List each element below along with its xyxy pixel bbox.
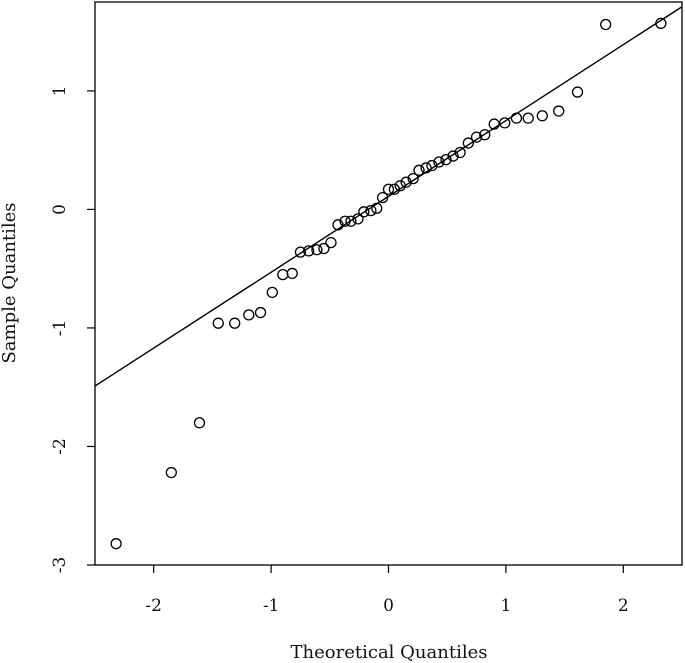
y-tick-label: -3 bbox=[50, 557, 70, 574]
data-point bbox=[243, 309, 255, 321]
data-points bbox=[110, 17, 667, 550]
data-point bbox=[488, 118, 500, 130]
y-axis: -3 -2 -1 0 1 bbox=[50, 85, 95, 573]
data-point bbox=[462, 137, 474, 149]
data-point bbox=[311, 244, 323, 256]
data-point bbox=[110, 538, 122, 550]
data-point bbox=[447, 150, 459, 162]
data-point bbox=[165, 466, 177, 479]
data-point bbox=[510, 112, 523, 124]
data-point bbox=[325, 236, 337, 249]
x-tick-label: 1 bbox=[500, 596, 511, 616]
data-point bbox=[420, 162, 432, 174]
data-point bbox=[277, 268, 289, 281]
data-point bbox=[318, 242, 330, 255]
data-point bbox=[345, 215, 357, 227]
reference-line bbox=[94, 6, 683, 387]
data-point bbox=[294, 246, 307, 258]
data-point bbox=[433, 156, 445, 168]
data-point bbox=[413, 164, 425, 176]
data-point bbox=[212, 317, 224, 329]
data-point bbox=[553, 105, 565, 117]
data-point bbox=[470, 131, 483, 143]
data-point bbox=[600, 18, 612, 31]
data-point bbox=[388, 183, 401, 195]
data-point bbox=[193, 417, 206, 429]
x-tick-label: -1 bbox=[263, 596, 280, 616]
data-point bbox=[266, 286, 278, 299]
data-point bbox=[454, 146, 466, 159]
data-point bbox=[254, 306, 267, 319]
data-point bbox=[332, 219, 344, 231]
x-tick-label: 0 bbox=[383, 596, 394, 616]
x-tick-label: -2 bbox=[145, 596, 162, 616]
x-axis-title: Theoretical Quantiles bbox=[291, 642, 488, 663]
x-tick-label: 2 bbox=[618, 596, 629, 616]
y-tick-label: 1 bbox=[50, 85, 70, 96]
data-point bbox=[571, 86, 584, 98]
x-axis: -2 -1 0 1 2 bbox=[145, 565, 629, 616]
data-point bbox=[339, 215, 351, 227]
plot-frame bbox=[94, 1, 683, 566]
data-point bbox=[371, 202, 383, 214]
data-point bbox=[426, 159, 438, 172]
y-tick-label: -2 bbox=[50, 438, 70, 455]
data-point bbox=[352, 213, 364, 225]
data-point bbox=[407, 172, 419, 185]
data-point bbox=[376, 191, 389, 204]
data-point bbox=[440, 153, 452, 166]
data-point bbox=[522, 112, 534, 124]
data-point bbox=[303, 245, 315, 257]
y-axis-title: Sample Quantiles bbox=[0, 202, 20, 363]
y-tick-label: -1 bbox=[50, 320, 70, 337]
data-point bbox=[365, 204, 377, 217]
data-point bbox=[499, 117, 511, 129]
data-point bbox=[394, 180, 406, 192]
data-point bbox=[400, 176, 412, 188]
data-point bbox=[358, 206, 370, 218]
data-point bbox=[536, 110, 548, 122]
data-point bbox=[286, 267, 298, 280]
data-point bbox=[382, 183, 395, 195]
data-point bbox=[479, 129, 491, 141]
data-point bbox=[229, 317, 241, 329]
y-tick-label: 0 bbox=[50, 204, 70, 215]
data-point bbox=[655, 17, 667, 29]
